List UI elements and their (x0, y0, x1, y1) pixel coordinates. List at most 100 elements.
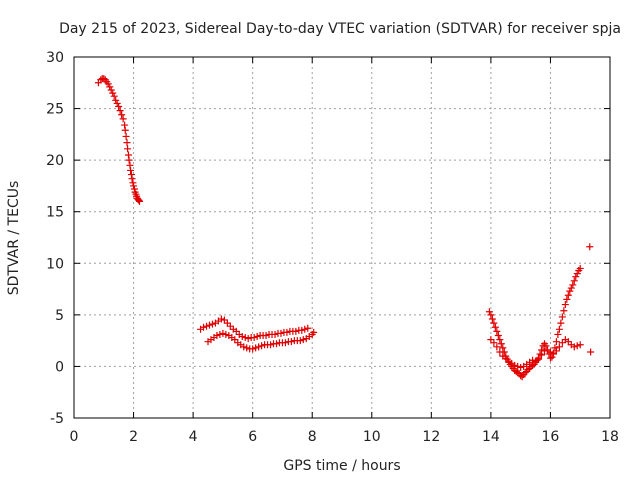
data-point (252, 344, 260, 352)
data-point (573, 270, 581, 278)
data-point (107, 86, 115, 94)
data-point (249, 345, 257, 353)
data-point (558, 339, 566, 347)
data-point (127, 166, 135, 174)
data-point (244, 335, 252, 343)
data-point (521, 369, 529, 377)
data-point (552, 338, 560, 346)
data-point (514, 369, 522, 377)
data-point (570, 277, 578, 285)
data-point (200, 323, 208, 331)
data-point (558, 313, 566, 321)
data-point (253, 333, 261, 341)
data-point (301, 325, 309, 333)
data-point (231, 336, 239, 344)
series-segment-mid-upper (197, 315, 312, 343)
data-point (232, 327, 240, 335)
y-tick-label: 25 (46, 102, 64, 118)
data-point (538, 351, 546, 359)
grid-lines (74, 57, 610, 418)
data-point (299, 336, 307, 344)
y-tick-label: -5 (50, 411, 64, 427)
data-point (542, 342, 550, 350)
data-point (258, 342, 266, 350)
data-point (213, 331, 221, 339)
data-point (491, 323, 499, 331)
data-point (292, 327, 300, 335)
data-point (118, 111, 126, 119)
x-tick-label: 4 (189, 429, 198, 445)
data-point (560, 307, 568, 315)
series-segment-mid-lower (204, 328, 318, 353)
y-tick-label: 15 (46, 205, 64, 221)
x-tick-label: 18 (601, 429, 619, 445)
data-point (296, 337, 304, 345)
data-point (208, 320, 216, 328)
data-point (514, 362, 522, 370)
data-point (576, 341, 584, 349)
data-point (517, 363, 525, 371)
data-point (563, 295, 571, 303)
data-point (136, 197, 144, 205)
data-point (496, 336, 504, 344)
data-point (493, 343, 501, 351)
data-point (546, 354, 554, 362)
data-point (304, 324, 312, 332)
data-point (555, 325, 563, 333)
data-point (106, 83, 114, 91)
x-tick-label: 16 (542, 429, 560, 445)
data-point (493, 327, 501, 335)
data-point (113, 99, 121, 107)
data-point (112, 96, 120, 104)
data-point (570, 343, 578, 351)
data-point (255, 343, 263, 351)
data-point (240, 343, 248, 351)
data-point (220, 316, 228, 324)
data-point (250, 334, 258, 342)
x-tick-label: 12 (422, 429, 440, 445)
data-point (128, 175, 136, 183)
data-point (219, 329, 227, 337)
data-point (517, 372, 525, 380)
data-point (564, 291, 572, 299)
data-point (310, 328, 318, 336)
data-point (216, 330, 224, 338)
data-point (576, 264, 584, 272)
data-point (272, 340, 280, 348)
data-point (217, 315, 225, 323)
data-point (497, 340, 505, 348)
x-tick-label: 6 (248, 429, 257, 445)
data-point (267, 341, 275, 349)
data-point (122, 132, 130, 140)
data-point (130, 182, 138, 190)
data-point (569, 281, 577, 289)
data-point (238, 333, 246, 341)
plot-frame (73, 56, 611, 419)
data-point (502, 354, 510, 362)
data-points (94, 75, 595, 381)
data-point (536, 350, 544, 358)
data-point (277, 329, 285, 337)
data-point (205, 321, 213, 329)
data-point (262, 331, 270, 339)
data-point (552, 347, 560, 355)
axis-ticks: 0 2 4 6 8 10 12 14 16 18 -5 0 5 10 15 20 25 30 (46, 50, 619, 445)
data-point (490, 319, 498, 327)
data-point (222, 330, 230, 338)
data-point (554, 330, 562, 338)
data-point (511, 361, 519, 369)
data-point (555, 343, 563, 351)
x-tick-label: 14 (482, 429, 500, 445)
data-point (566, 287, 574, 295)
data-point (100, 75, 108, 83)
data-point (298, 326, 306, 334)
data-point (572, 273, 580, 281)
data-point (494, 331, 502, 339)
x-tick-label: 2 (129, 429, 138, 445)
data-point (499, 344, 507, 352)
data-point (557, 319, 565, 327)
data-point (124, 145, 132, 153)
data-point (524, 366, 532, 374)
data-point (281, 339, 289, 347)
